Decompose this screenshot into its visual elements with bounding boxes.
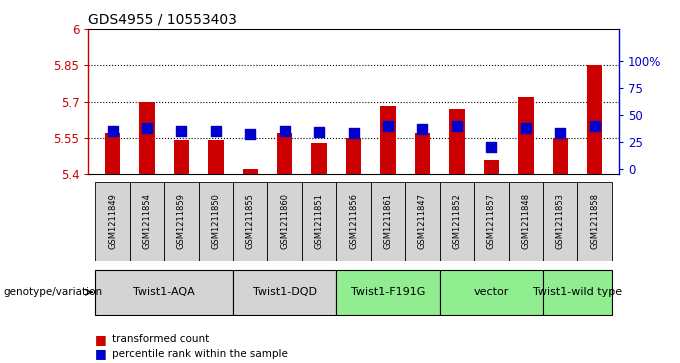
Point [107, 128, 118, 134]
Bar [380, 106, 396, 174]
FancyBboxPatch shape [337, 182, 371, 261]
Text: Twist1-F191G: Twist1-F191G [351, 287, 425, 297]
Bar [553, 138, 568, 174]
Bar [173, 140, 189, 174]
Bar [311, 143, 327, 174]
Text: GSM1211853: GSM1211853 [556, 193, 565, 249]
Point [590, 123, 600, 129]
FancyBboxPatch shape [440, 270, 543, 315]
Text: transformed count: transformed count [112, 334, 209, 344]
Bar [139, 102, 155, 174]
Point [520, 125, 531, 131]
Text: ■: ■ [95, 333, 107, 346]
Text: Twist1-wild type: Twist1-wild type [533, 287, 622, 297]
Text: GSM1211852: GSM1211852 [452, 193, 462, 249]
Text: percentile rank within the sample: percentile rank within the sample [112, 349, 288, 359]
FancyBboxPatch shape [199, 182, 233, 261]
Bar [483, 160, 499, 174]
Bar [346, 138, 361, 174]
Point [210, 128, 221, 134]
Text: GSM1211854: GSM1211854 [142, 193, 152, 249]
Point [279, 128, 290, 134]
Text: GSM1211859: GSM1211859 [177, 193, 186, 249]
Text: GSM1211861: GSM1211861 [384, 193, 392, 249]
Bar [518, 97, 534, 174]
Text: Twist1-DQD: Twist1-DQD [253, 287, 317, 297]
Text: GSM1211860: GSM1211860 [280, 193, 289, 249]
FancyBboxPatch shape [543, 182, 577, 261]
FancyBboxPatch shape [164, 182, 199, 261]
FancyBboxPatch shape [233, 182, 267, 261]
Text: GDS4955 / 10553403: GDS4955 / 10553403 [88, 12, 237, 26]
Text: GSM1211851: GSM1211851 [315, 193, 324, 249]
FancyBboxPatch shape [474, 182, 509, 261]
FancyBboxPatch shape [302, 182, 337, 261]
FancyBboxPatch shape [509, 182, 543, 261]
Text: GSM1211848: GSM1211848 [522, 193, 530, 249]
Text: ■: ■ [95, 347, 107, 360]
Bar [277, 133, 292, 174]
Text: GSM1211858: GSM1211858 [590, 193, 599, 249]
FancyBboxPatch shape [405, 182, 440, 261]
Text: GSM1211856: GSM1211856 [349, 193, 358, 249]
Text: GSM1211850: GSM1211850 [211, 193, 220, 249]
FancyBboxPatch shape [95, 270, 233, 315]
FancyBboxPatch shape [267, 182, 302, 261]
Point [555, 130, 566, 136]
Text: GSM1211855: GSM1211855 [245, 193, 255, 249]
FancyBboxPatch shape [543, 270, 612, 315]
Text: GSM1211857: GSM1211857 [487, 193, 496, 249]
FancyBboxPatch shape [337, 270, 440, 315]
Bar [415, 133, 430, 174]
FancyBboxPatch shape [95, 182, 130, 261]
Bar [243, 170, 258, 174]
Bar [449, 109, 464, 174]
Point [313, 129, 324, 135]
Point [141, 125, 152, 131]
Text: GSM1211849: GSM1211849 [108, 193, 117, 249]
Text: genotype/variation: genotype/variation [3, 287, 103, 297]
Point [452, 123, 462, 129]
Point [176, 128, 187, 134]
FancyBboxPatch shape [440, 182, 474, 261]
FancyBboxPatch shape [371, 182, 405, 261]
Text: Twist1-AQA: Twist1-AQA [133, 287, 195, 297]
FancyBboxPatch shape [233, 270, 337, 315]
Bar [208, 140, 224, 174]
Point [486, 144, 497, 150]
Text: GSM1211847: GSM1211847 [418, 193, 427, 249]
FancyBboxPatch shape [130, 182, 164, 261]
Point [245, 131, 256, 137]
Point [383, 123, 394, 129]
Bar [105, 133, 120, 174]
FancyBboxPatch shape [577, 182, 612, 261]
Point [417, 126, 428, 132]
Bar [587, 65, 602, 174]
Text: vector: vector [474, 287, 509, 297]
Point [348, 130, 359, 136]
